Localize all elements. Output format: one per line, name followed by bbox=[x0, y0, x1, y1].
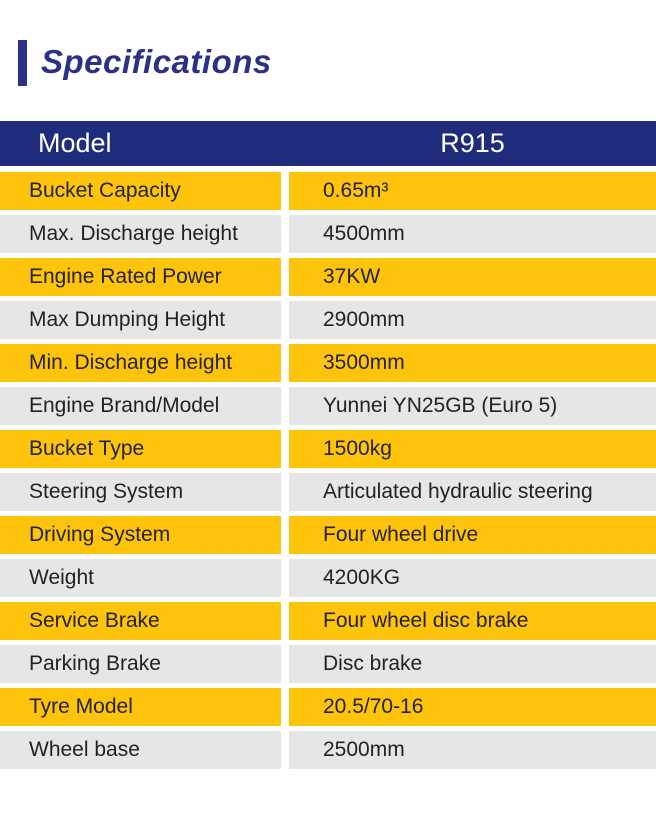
spec-value: 4500mm bbox=[289, 215, 656, 253]
spec-value: 2900mm bbox=[289, 301, 656, 339]
spec-label: Driving System bbox=[0, 516, 281, 554]
spec-label: Tyre Model bbox=[0, 688, 281, 726]
spec-table: Model R915 Bucket Capacity 0.65m³ Max. Dis… bbox=[0, 121, 656, 769]
spec-value: 0.65m³ bbox=[289, 172, 656, 210]
spec-label: Steering System bbox=[0, 473, 281, 511]
spec-value: Yunnei YN25GB (Euro 5) bbox=[289, 387, 656, 425]
table-row: Service Brake Four wheel disc brake bbox=[0, 602, 656, 640]
spec-value: Articulated hydraulic steering bbox=[289, 473, 656, 511]
table-row: Bucket Capacity 0.65m³ bbox=[0, 172, 656, 210]
spec-label: Bucket Capacity bbox=[0, 172, 281, 210]
table-row: Driving System Four wheel drive bbox=[0, 516, 656, 554]
spec-label: Wheel base bbox=[0, 731, 281, 769]
spec-label: Parking Brake bbox=[0, 645, 281, 683]
spec-value: Four wheel disc brake bbox=[289, 602, 656, 640]
section-header: Specifications bbox=[18, 40, 656, 86]
spec-label: Engine Brand/Model bbox=[0, 387, 281, 425]
table-row: Max. Discharge height 4500mm bbox=[0, 215, 656, 253]
spec-label: Engine Rated Power bbox=[0, 258, 281, 296]
spec-value: Disc brake bbox=[289, 645, 656, 683]
column-header-model: Model bbox=[38, 128, 112, 158]
table-row: Min. Discharge height 3500mm bbox=[0, 344, 656, 382]
table-row: Weight 4200KG bbox=[0, 559, 656, 597]
spec-value: 3500mm bbox=[289, 344, 656, 382]
table-row: Engine Brand/Model Yunnei YN25GB (Euro 5) bbox=[0, 387, 656, 425]
table-header-row: Model R915 bbox=[0, 121, 656, 166]
title-accent-bar bbox=[18, 40, 27, 86]
spec-value: 2500mm bbox=[289, 731, 656, 769]
spec-label: Min. Discharge height bbox=[0, 344, 281, 382]
column-header-model-value: R915 bbox=[440, 128, 505, 158]
spec-value: 4200KG bbox=[289, 559, 656, 597]
table-row: Parking Brake Disc brake bbox=[0, 645, 656, 683]
table-row: Wheel base 2500mm bbox=[0, 731, 656, 769]
table-row: Steering System Articulated hydraulic ste… bbox=[0, 473, 656, 511]
spec-label: Bucket Type bbox=[0, 430, 281, 468]
spec-value: 37KW bbox=[289, 258, 656, 296]
spec-value: 1500kg bbox=[289, 430, 656, 468]
table-row: Tyre Model 20.5/70-16 bbox=[0, 688, 656, 726]
spec-value: 20.5/70-16 bbox=[289, 688, 656, 726]
table-body: Bucket Capacity 0.65m³ Max. Discharge heig… bbox=[0, 172, 656, 769]
spec-value: Four wheel drive bbox=[289, 516, 656, 554]
table-row: Engine Rated Power 37KW bbox=[0, 258, 656, 296]
spec-sheet-page: Specifications Model R915 Bucket Capacit… bbox=[0, 40, 656, 769]
spec-label: Max Dumping Height bbox=[0, 301, 281, 339]
table-row: Bucket Type 1500kg bbox=[0, 430, 656, 468]
page-title: Specifications bbox=[41, 42, 272, 80]
table-row: Max Dumping Height 2900mm bbox=[0, 301, 656, 339]
spec-label: Weight bbox=[0, 559, 281, 597]
spec-label: Service Brake bbox=[0, 602, 281, 640]
spec-label: Max. Discharge height bbox=[0, 215, 281, 253]
